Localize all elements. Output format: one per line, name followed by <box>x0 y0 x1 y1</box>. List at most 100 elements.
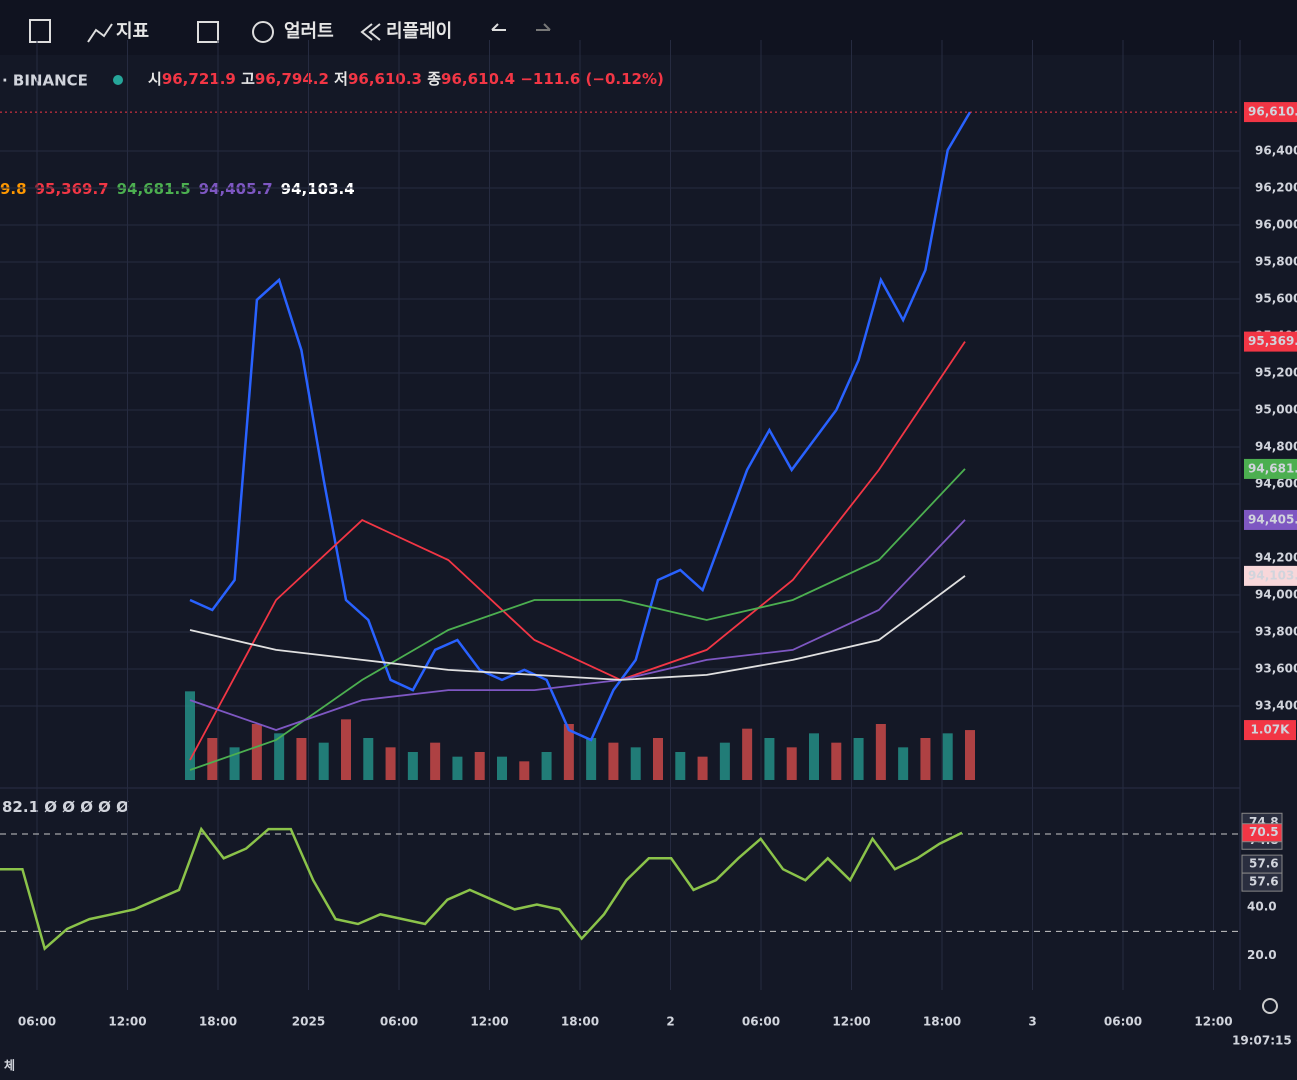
volume-bar <box>274 733 285 780</box>
price-tag <box>1244 331 1297 352</box>
change: −111.6 (−0.12%) <box>520 70 664 88</box>
indicator-icon[interactable] <box>87 23 113 43</box>
x-tick-label: 12:00 <box>832 1015 870 1029</box>
value: 96,610.4 <box>441 70 515 88</box>
volume-bar <box>519 761 530 780</box>
price-tag <box>1244 509 1297 530</box>
x-tick-label: 18:00 <box>923 1015 961 1029</box>
rsi-tag <box>1241 823 1283 843</box>
replay-button[interactable]: 리플레이 <box>386 21 452 42</box>
symbol: · BINANCE <box>2 72 88 90</box>
label: 고 <box>241 70 255 88</box>
volume-tag-label: 1.07K <box>1251 723 1291 737</box>
x-tick-label: 18:00 <box>561 1015 599 1029</box>
price-tag-label: 94,681.5 <box>1248 461 1297 475</box>
rsi-tick-label: 40.0 <box>1247 899 1277 913</box>
volume-bar <box>831 742 842 780</box>
candle-icon[interactable] <box>29 19 51 43</box>
volume-bar <box>563 724 574 780</box>
volume-bar <box>586 738 597 780</box>
y-tick-label: 95,200 <box>1255 366 1297 380</box>
indicators-button[interactable]: 지표 <box>116 21 149 42</box>
volume-bar <box>251 724 262 780</box>
value: 96,610.3 <box>348 70 422 88</box>
x-tick-label: 06:00 <box>18 1015 56 1029</box>
rsi-params: Ø Ø Ø Ø Ø <box>44 798 129 816</box>
volume-bar <box>942 733 953 780</box>
series-line <box>189 519 966 731</box>
label: 종 <box>427 70 441 88</box>
legend: · BINANCE 시96,721.9 고96,794.2 저96,610.3 … <box>0 70 664 816</box>
x-tick-label: 12:00 <box>108 1015 146 1029</box>
value: 96,794.2 <box>255 70 329 88</box>
corner-text: 체 <box>4 1058 15 1073</box>
price-tag-label: 96,610.4 <box>1248 105 1297 119</box>
volume-bar <box>497 756 507 780</box>
volume-bar <box>185 691 195 780</box>
label: 저 <box>334 70 348 88</box>
x-tick-label: 06:00 <box>1104 1015 1142 1029</box>
volume-bar <box>920 738 931 780</box>
volume-bar <box>474 752 485 780</box>
clock: 19:07:15 (UTC+9) <box>1232 1034 1297 1048</box>
settings-icon[interactable] <box>1262 998 1278 1014</box>
label: 시 <box>148 70 162 88</box>
volume-bar <box>675 752 686 780</box>
volume-bar <box>608 742 619 780</box>
volume-bar <box>541 752 552 780</box>
volume-bar <box>653 738 663 780</box>
undo-icon[interactable] <box>491 23 506 31</box>
rsi-tag-label: 57.6 <box>1249 875 1279 889</box>
y-tick-label: 93,400 <box>1255 699 1297 713</box>
volume-bar <box>786 747 797 780</box>
redo-icon[interactable] <box>536 23 551 31</box>
volume-bar <box>430 742 441 780</box>
y-tick-label: 94,600 <box>1255 477 1297 491</box>
volume-bar <box>296 738 307 780</box>
x-tick-label: 12:00 <box>470 1015 508 1029</box>
toolbar-buttons: 지표 얼러트 리플레이 <box>29 19 551 43</box>
rsi-legend: 82.1 Ø Ø Ø Ø Ø <box>2 798 129 816</box>
y-tick-label: 94,800 <box>1255 440 1297 454</box>
x-tick-label: 06:00 <box>380 1015 418 1029</box>
alert-button[interactable]: 얼러트 <box>284 21 334 42</box>
series-line <box>0 826 963 951</box>
x-tick-label: 3 <box>1028 1015 1036 1029</box>
layout-icon[interactable] <box>197 21 219 43</box>
volume-bar <box>875 724 886 780</box>
value: 96,721.9 <box>162 70 236 88</box>
rsi-tick-label: 20.0 <box>1247 948 1277 962</box>
y-tick-label: 96,000 <box>1255 218 1297 232</box>
y-tick-label: 95,000 <box>1255 403 1297 417</box>
replay-icon[interactable] <box>360 23 381 41</box>
volume-bar <box>697 756 708 780</box>
rsi-tag-label: 57.6 <box>1249 857 1279 871</box>
y-tick-label: 96,200 <box>1255 181 1297 195</box>
rsi-tag <box>1241 872 1283 892</box>
volume-bar <box>630 747 641 780</box>
price-tag <box>1244 102 1297 123</box>
x-tick-label: 2 <box>666 1015 674 1029</box>
volume-bar <box>385 747 396 780</box>
y-tick-label: 93,600 <box>1255 662 1297 676</box>
price-tag-label: 94,103.4 <box>1248 568 1297 582</box>
rsi-value: 82.1 <box>2 798 39 816</box>
y-tick-label: 96,400 <box>1255 144 1297 158</box>
status-dot <box>113 75 123 85</box>
volume-bar <box>207 738 218 780</box>
price-tag <box>1244 565 1297 586</box>
y-tick-label: 93,800 <box>1255 625 1297 639</box>
price-tag-label: 94,405.7 <box>1248 512 1297 526</box>
rsi-tag-label: 70.5 <box>1249 825 1279 839</box>
series-line <box>189 341 966 761</box>
y-tick-label: 95,600 <box>1255 292 1297 306</box>
volume-bar <box>719 742 730 780</box>
price-tag <box>1244 458 1297 479</box>
volume-bar <box>229 747 240 780</box>
alert-icon[interactable] <box>252 21 274 43</box>
volume-bar <box>853 738 864 780</box>
series-line <box>189 575 966 681</box>
volume-bar <box>318 742 329 780</box>
volume-tag <box>1244 720 1296 741</box>
